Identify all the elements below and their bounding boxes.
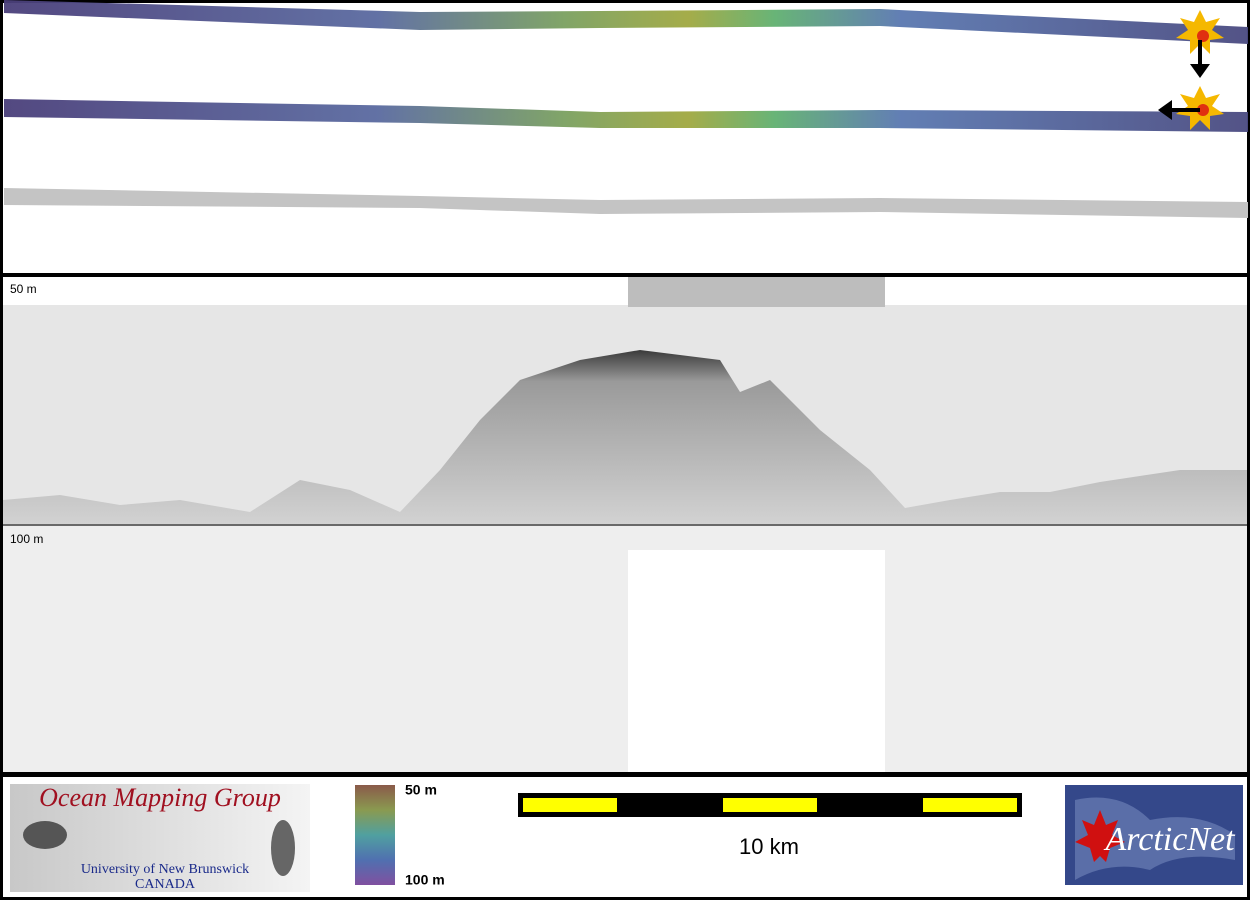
arcticnet-logo-text: ArcticNet [1103, 821, 1236, 858]
depth-label-bottom: 100 m [10, 532, 43, 546]
end-marker-dot [1197, 104, 1209, 116]
profile-top-strip [628, 277, 885, 307]
colorbar [355, 785, 395, 885]
scale-bar-segment [523, 798, 617, 812]
seafloor [3, 350, 1247, 560]
ocean-logo-line1: University of New Brunswick [81, 862, 249, 877]
arrow-down-head [1190, 64, 1210, 78]
ocean-logo-title: Ocean Mapping Group [39, 783, 281, 812]
swath-2 [4, 99, 1248, 132]
swath-3 [4, 188, 1248, 218]
ocean-logo-fish [271, 820, 295, 876]
arrow-left-head [1158, 100, 1172, 120]
ocean-logo-line2: CANADA [135, 877, 196, 892]
depth-label-top: 50 m [10, 282, 37, 296]
arcticnet-logo-map [1075, 797, 1235, 880]
swath-1 [4, 0, 1248, 44]
scale-bar-segment [723, 798, 817, 812]
colorbar-bottom: 100 m [405, 872, 445, 888]
colorbar-top: 50 m [405, 782, 437, 798]
ocean-logo-ship [23, 821, 67, 849]
arcticnet-leaf [1075, 810, 1125, 862]
data-gap [628, 550, 885, 772]
scale-bar-segment [923, 798, 1017, 812]
start-marker-dot [1197, 30, 1209, 42]
sub-bottom [3, 526, 1247, 772]
scale-bar-label: 10 km [739, 834, 799, 859]
swath-panel [0, 0, 1250, 276]
